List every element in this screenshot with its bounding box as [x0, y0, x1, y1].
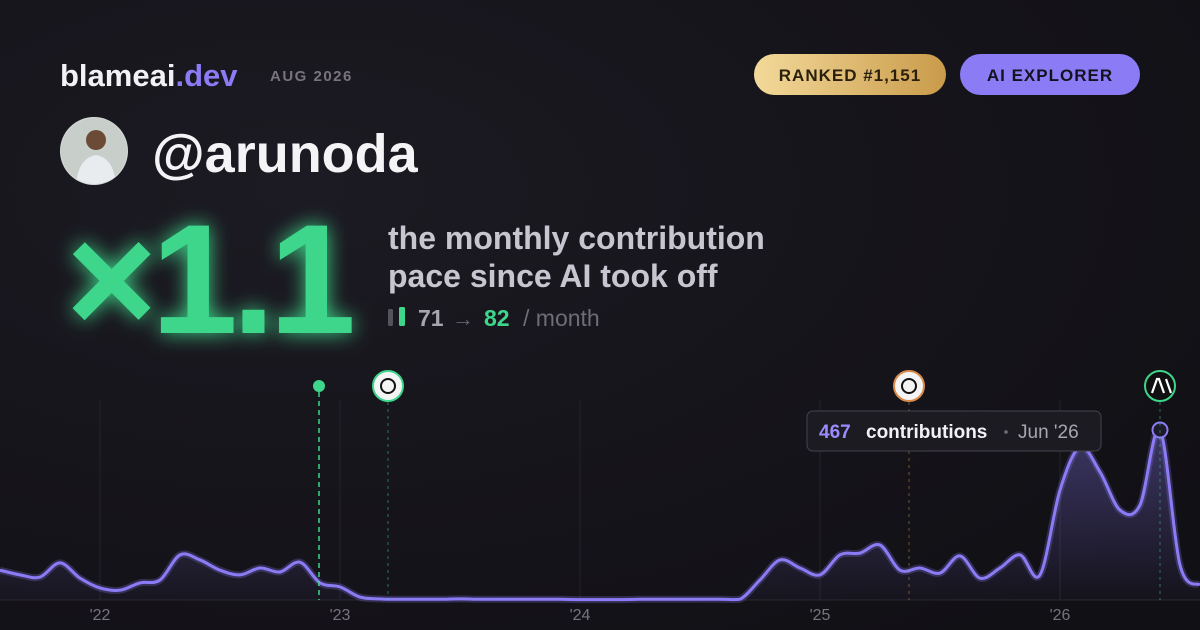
brand-suffix: .dev — [175, 58, 238, 93]
x-tick-label: '24 — [570, 607, 591, 624]
tagline-line: pace since AI took off — [388, 258, 718, 294]
tier-badge-text: AI EXPLORER — [987, 66, 1113, 85]
x-tick-label: '26 — [1050, 607, 1071, 624]
pace-arrow: → — [452, 306, 474, 331]
avatar — [60, 117, 128, 185]
tooltip-box — [806, 410, 1102, 452]
rank-badge-text: RANKED #1,151 — [779, 66, 921, 85]
tooltip-label: contributions — [866, 422, 987, 443]
tagline-line: the monthly contribution — [388, 220, 765, 256]
event-icon-glyph — [901, 378, 917, 394]
brand: blameai.dev — [60, 58, 238, 93]
tooltip-date: Jun '26 — [1018, 422, 1079, 443]
event-icon — [1144, 370, 1176, 402]
user-handle: @arunoda — [152, 124, 419, 184]
event-markers — [313, 370, 1176, 600]
tooltip-separator — [1004, 430, 1008, 434]
event-icon-glyph — [1150, 377, 1173, 394]
line — [0, 427, 1200, 602]
event-icon — [893, 370, 925, 402]
area — [0, 429, 1200, 600]
chart: '22 '23 '24 '25 '26 — [0, 400, 1200, 624]
pace-before: 71 — [418, 305, 444, 331]
x-tick-label: '22 — [90, 607, 111, 624]
event-icon — [372, 370, 404, 402]
pace-icon — [388, 309, 393, 326]
date: AUG 2026 — [270, 68, 353, 85]
pace-icon — [399, 307, 405, 326]
rank-badge — [754, 54, 946, 95]
pace-after: 82 — [484, 305, 510, 331]
multiplier: ×1.1 — [66, 193, 352, 367]
brand-name: blameai — [60, 58, 175, 93]
tier-badge — [960, 54, 1140, 95]
tooltip-value: 467 — [819, 422, 851, 443]
tooltip: 467 contributions Jun '26 — [806, 410, 1102, 452]
x-tick-label: '25 — [810, 607, 831, 624]
x-tick-label: '23 — [330, 607, 351, 624]
event-dot — [313, 380, 325, 392]
pace-unit: / month — [523, 305, 600, 331]
event-icon-glyph — [380, 378, 396, 394]
